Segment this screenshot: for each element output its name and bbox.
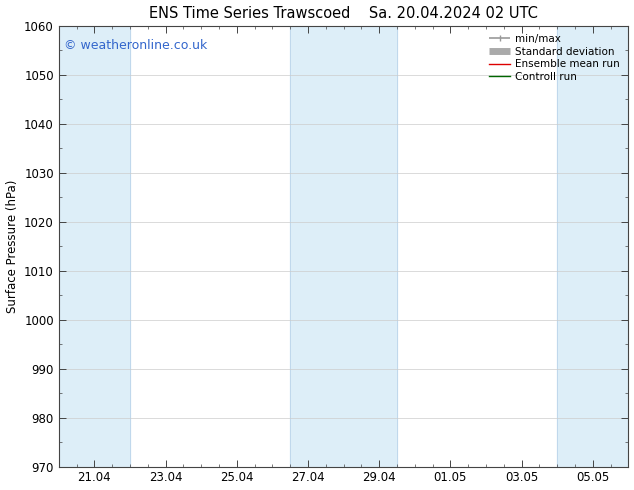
Title: ENS Time Series Trawscoed    Sa. 20.04.2024 02 UTC: ENS Time Series Trawscoed Sa. 20.04.2024… — [149, 5, 538, 21]
Bar — [59, 26, 130, 466]
Text: © weatheronline.co.uk: © weatheronline.co.uk — [65, 39, 208, 52]
Bar — [290, 26, 397, 466]
Y-axis label: Surface Pressure (hPa): Surface Pressure (hPa) — [6, 179, 18, 313]
Bar — [557, 26, 628, 466]
Legend: min/max, Standard deviation, Ensemble mean run, Controll run: min/max, Standard deviation, Ensemble me… — [486, 31, 623, 85]
